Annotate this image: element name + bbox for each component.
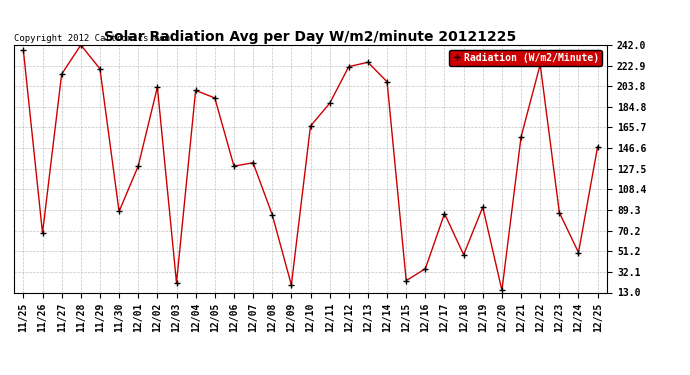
Legend: Radiation (W/m2/Minute): Radiation (W/m2/Minute) bbox=[448, 50, 602, 66]
Title: Solar Radiation Avg per Day W/m2/minute 20121225: Solar Radiation Avg per Day W/m2/minute … bbox=[104, 30, 517, 44]
Text: Copyright 2012 Cartronics.com: Copyright 2012 Cartronics.com bbox=[14, 33, 170, 42]
